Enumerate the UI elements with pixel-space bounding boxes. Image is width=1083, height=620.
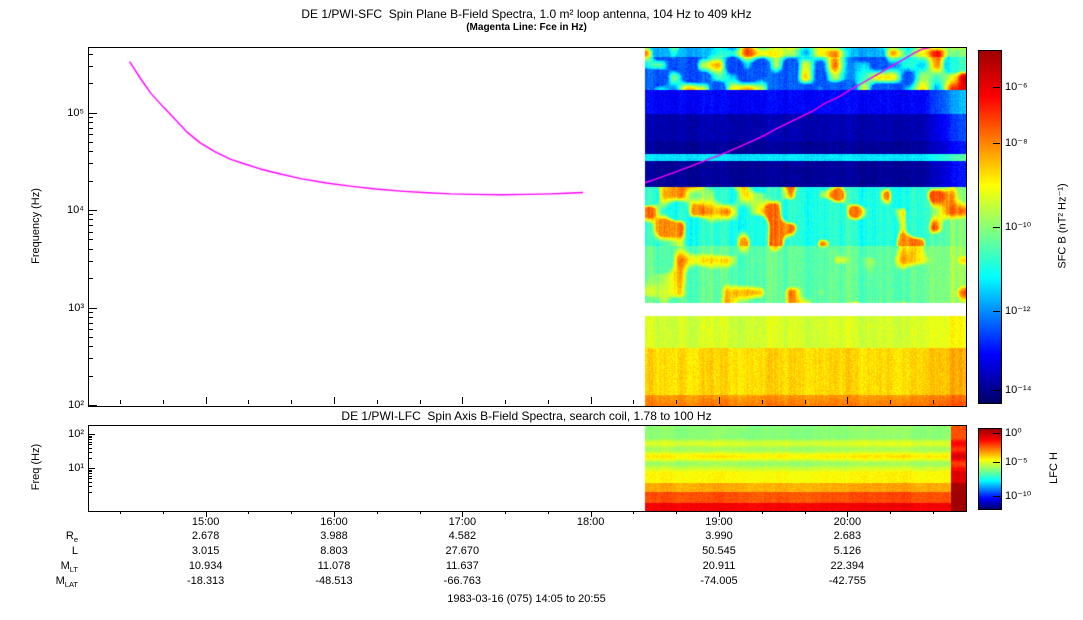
ephemeris-row-label: MLAT bbox=[55, 575, 78, 590]
sfc-colorbar bbox=[978, 50, 1002, 404]
lfc-colorbar-tick-label: 10⁻¹⁰ bbox=[1005, 490, 1032, 502]
sfc-spectrogram-canvas bbox=[89, 48, 966, 406]
time-tick-label: 19:00 bbox=[705, 516, 733, 528]
sfc-ytick-label: 10² bbox=[68, 399, 84, 411]
ephemeris-value: 50.545 bbox=[702, 545, 736, 557]
ephemeris-value: 8.803 bbox=[320, 545, 348, 557]
lfc-colorbar-tick-label: 10⁻⁵ bbox=[1005, 456, 1028, 468]
sfc-spectrogram-panel bbox=[88, 47, 967, 407]
lfc-ytick-label: 10¹ bbox=[68, 462, 84, 474]
sfc-title: DE 1/PWI-SFC Spin Plane B-Field Spectra,… bbox=[301, 7, 752, 21]
ephemeris-value: 4.582 bbox=[448, 530, 477, 542]
sfc-colorbar-tick-label: 10⁻¹² bbox=[1005, 304, 1031, 317]
ephemeris-value: 3.988 bbox=[320, 530, 348, 542]
ephemeris-value: 3.015 bbox=[191, 545, 220, 557]
ephemeris-value: 22.394 bbox=[830, 560, 865, 572]
ephemeris-row-label: Re bbox=[65, 530, 78, 545]
sfc-ytick-label: 10⁵ bbox=[67, 106, 84, 119]
sfc-ylabel: Frequency (Hz) bbox=[30, 188, 42, 264]
lfc-spectrogram-panel bbox=[88, 425, 967, 512]
sfc-ytick-label: 10⁴ bbox=[67, 204, 84, 216]
ephemeris-value: 5.126 bbox=[833, 545, 862, 557]
lfc-colorbar bbox=[978, 428, 1002, 510]
ephemeris-value: -18.313 bbox=[186, 575, 225, 587]
sfc-subtitle: (Magenta Line: Fce in Hz) bbox=[466, 22, 587, 33]
time-tick-label: 15:00 bbox=[191, 516, 220, 528]
sfc-colorbar-tick-label: 10⁻⁶ bbox=[1005, 80, 1028, 93]
lfc-spectrogram-canvas bbox=[89, 426, 966, 511]
ephemeris-value: 10.934 bbox=[188, 560, 223, 572]
sfc-ytick-label: 10³ bbox=[68, 301, 84, 314]
lfc-title: DE 1/PWI-LFC Spin Axis B-Field Spectra, … bbox=[341, 409, 712, 423]
footer-timerange: 1983-03-16 (075) 14:05 to 20:55 bbox=[447, 593, 606, 605]
lfc-colorbar-tick-label: 10⁰ bbox=[1005, 426, 1022, 439]
sfc-colorbar-tick-label: 10⁻⁸ bbox=[1005, 136, 1028, 149]
ephemeris-row-label: L bbox=[71, 545, 78, 557]
ephemeris-value: -48.513 bbox=[315, 575, 353, 587]
ephemeris-value: 11.078 bbox=[317, 560, 351, 572]
lfc-colorbar-canvas bbox=[979, 429, 1001, 509]
ephemeris-value: 11.637 bbox=[445, 560, 479, 572]
ephemeris-value: -74.005 bbox=[700, 575, 738, 587]
time-tick-label: 16:00 bbox=[320, 516, 348, 528]
ephemeris-value: -66.763 bbox=[443, 575, 481, 587]
ephemeris-row-label: MLT bbox=[60, 560, 78, 575]
ephemeris-value: 3.990 bbox=[705, 530, 733, 542]
sfc-colorbar-tick-label: 10⁻¹⁰ bbox=[1005, 221, 1032, 234]
ephemeris-value: 20.911 bbox=[702, 560, 736, 572]
ephemeris-value: -42.755 bbox=[828, 575, 866, 587]
time-tick-label: 18:00 bbox=[576, 516, 605, 528]
ephemeris-value: 27.670 bbox=[445, 545, 480, 557]
ephemeris-value: 2.683 bbox=[833, 530, 862, 542]
lfc-ytick-label: 10² bbox=[68, 428, 84, 440]
time-tick-label: 20:00 bbox=[833, 516, 862, 528]
sfc-colorbar-tick-label: 10⁻¹⁴ bbox=[1005, 384, 1032, 397]
sfc-colorbar-canvas bbox=[979, 51, 1001, 403]
time-tick-label: 17:00 bbox=[448, 516, 477, 528]
ephemeris-value: 2.678 bbox=[191, 530, 220, 542]
